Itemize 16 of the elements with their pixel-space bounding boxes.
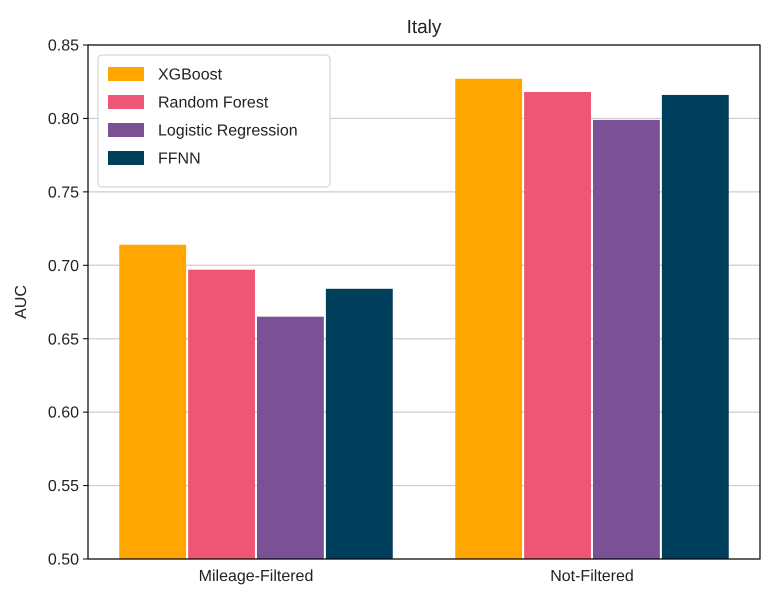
y-tick-label: 0.80: [48, 111, 80, 128]
legend-label: FFNN: [158, 150, 201, 168]
y-axis-title: AUC: [13, 285, 30, 319]
y-tick-label: 0.65: [48, 331, 80, 348]
x-tick-label: Mileage-Filtered: [198, 568, 314, 585]
y-tick-label: 0.85: [48, 38, 80, 55]
y-tick-label: 0.75: [48, 184, 80, 202]
legend-label: Logistic Regression: [158, 122, 298, 140]
y-tick-label: 0.50: [48, 552, 80, 569]
chart-title: Italy: [406, 17, 442, 38]
y-tick-label: 0.55: [48, 478, 80, 496]
x-tick-label: Not-Filtered: [550, 568, 634, 585]
y-tick-label: 0.70: [48, 258, 80, 275]
legend-label: XGBoost: [158, 66, 223, 84]
legend-label: Random Forest: [158, 94, 269, 112]
y-tick-label: 0.60: [48, 404, 80, 422]
